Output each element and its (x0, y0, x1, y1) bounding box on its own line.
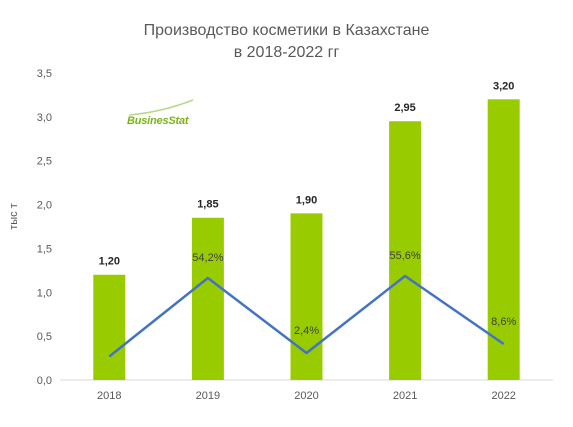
bar (487, 99, 520, 381)
logo-swoosh-icon (128, 99, 194, 116)
growth-line (108, 274, 505, 358)
y-tick-label: 3,0 (37, 112, 52, 124)
bar-data-label: 1,85 (197, 199, 218, 211)
y-tick-label: 1,0 (37, 287, 52, 299)
x-tick-label: 2021 (393, 390, 417, 402)
x-tick-label: 2020 (294, 390, 318, 402)
x-tick-label: 2022 (491, 390, 515, 402)
y-tick-label: 2,5 (37, 156, 52, 168)
y-tick-label: 2,0 (37, 200, 52, 212)
businesstat-logo: BusinesStat (127, 98, 207, 132)
y-tick-label: 1,5 (37, 243, 52, 255)
y-tick-label: 0,5 (37, 331, 52, 343)
logo-text: BusinesStat (127, 115, 189, 127)
y-tick-label: 0,0 (37, 375, 52, 387)
bar (290, 213, 323, 380)
bar (389, 121, 422, 380)
bar-data-label: 1,20 (99, 256, 120, 268)
growth-data-label: 55,6% (389, 250, 420, 262)
chart-title: Производство косметики в Казахстане в 20… (0, 20, 573, 64)
y-axis-title: тыс т (8, 203, 20, 230)
y-tick-label: 3,5 (37, 68, 52, 80)
growth-data-label: 2,4% (294, 325, 319, 337)
bar (191, 217, 224, 380)
x-tick-label: 2018 (97, 390, 121, 402)
growth-data-label: 54,2% (192, 252, 223, 264)
bar-data-label: 1,90 (296, 194, 317, 206)
bar (93, 274, 126, 380)
chart-title-line1: Производство косметики в Казахстане (143, 22, 430, 39)
growth-data-label: 8,6% (491, 316, 516, 328)
chart-title-line2: в 2018-2022 гг (233, 44, 340, 61)
x-tick-label: 2019 (196, 390, 220, 402)
bar-data-label: 3,20 (493, 80, 514, 92)
bar-data-label: 2,95 (394, 102, 415, 114)
